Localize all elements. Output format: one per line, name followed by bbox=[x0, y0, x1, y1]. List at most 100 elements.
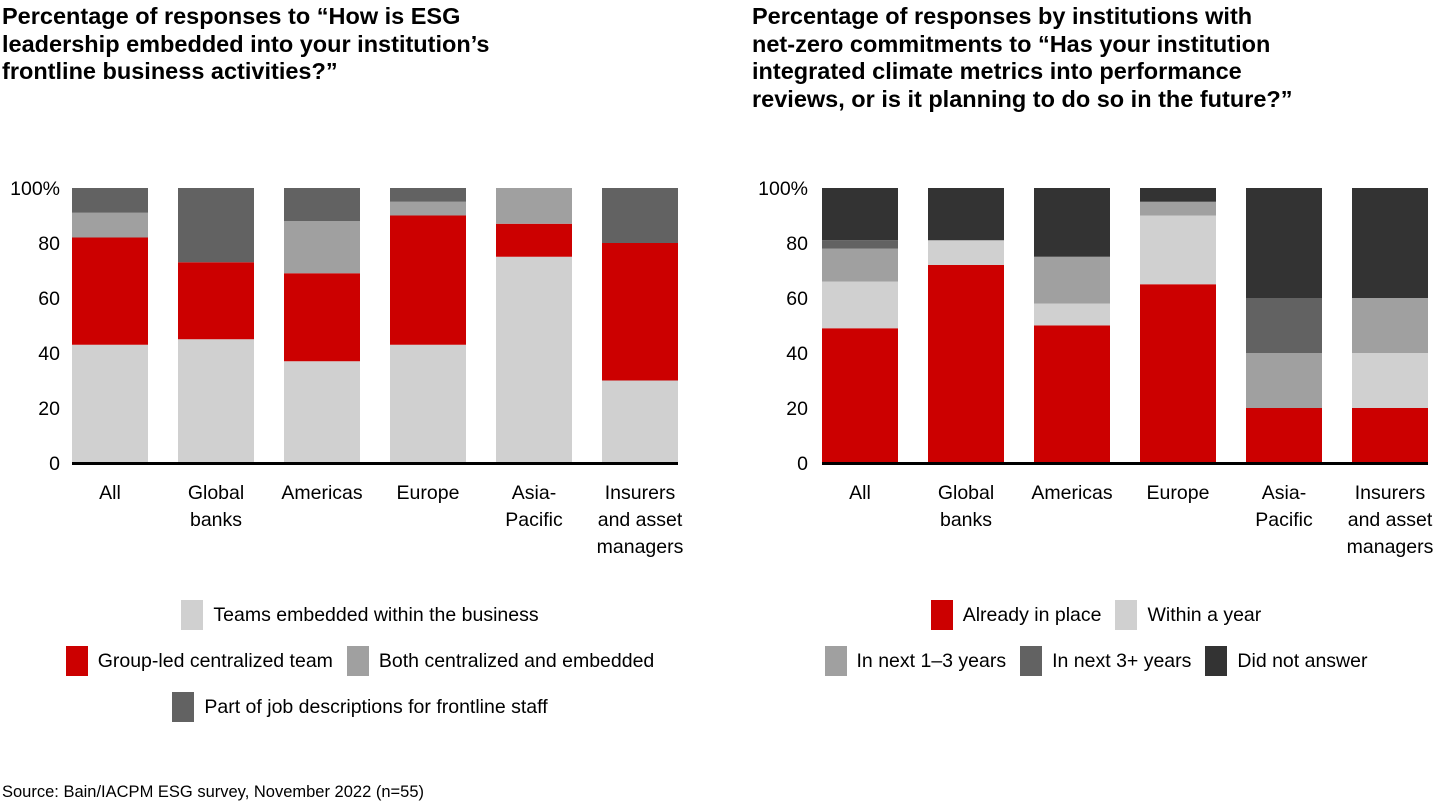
legend-label: Group-led centralized team bbox=[97, 649, 333, 672]
bar-segment-already-in-place bbox=[928, 265, 1004, 463]
legend-item: Did not answer bbox=[1205, 646, 1367, 676]
legend-swatch bbox=[1115, 600, 1138, 630]
bar-segment-in-next-1-3-years bbox=[1246, 353, 1322, 408]
bar-segment-teams-embedded-within-the-business bbox=[602, 380, 678, 463]
x-category-label: Americas bbox=[281, 482, 363, 504]
bar-segment-already-in-place bbox=[1352, 408, 1428, 463]
bar-segment-in-next-1-3-years bbox=[1140, 201, 1216, 216]
x-category-label: Insurers and asset managers bbox=[597, 482, 684, 558]
x-category-label: Europe bbox=[397, 482, 460, 504]
x-category-label-line: Pacific bbox=[505, 509, 563, 531]
legend-item: Already in place bbox=[930, 600, 1102, 630]
legend-row: Group-led centralized team Both centraliz… bbox=[65, 646, 669, 676]
y-tick-label: 40 bbox=[38, 343, 60, 365]
legend-swatch bbox=[65, 646, 88, 676]
x-category-label-line: and asset bbox=[598, 509, 683, 531]
bar-segment-within-a-year bbox=[1352, 353, 1428, 408]
bar-segment-teams-embedded-within-the-business bbox=[284, 361, 360, 463]
bar-segment-in-next-1-3-years bbox=[822, 248, 898, 282]
bar-segment-teams-embedded-within-the-business bbox=[178, 339, 254, 463]
legend-row: In next 1–3 years In next 3+ years Did not… bbox=[824, 646, 1382, 676]
legend-label: In next 1–3 years bbox=[856, 649, 1007, 672]
chart-1-title-line: frontline business activities?” bbox=[2, 58, 338, 84]
legend-row: Part of job descriptions for frontline s… bbox=[172, 692, 561, 722]
x-category-label-line: All bbox=[849, 482, 871, 504]
legend-swatch bbox=[346, 646, 369, 676]
y-tick-label: 40 bbox=[786, 343, 808, 365]
x-category-label-line: All bbox=[99, 482, 121, 504]
y-tick-label: 60 bbox=[786, 288, 808, 310]
chart-2-title-line: net-zero commitments to “Has your instit… bbox=[752, 30, 1271, 57]
chart-2-title: Percentage of responses by institutions … bbox=[752, 3, 1432, 113]
x-category-label: Europe bbox=[1147, 482, 1210, 504]
bar-segment-did-not-answer bbox=[822, 188, 898, 241]
bar-segment-already-in-place bbox=[1034, 325, 1110, 463]
legend-label: Both centralized and embedded bbox=[378, 649, 655, 672]
legend-swatch bbox=[930, 600, 953, 630]
bar-segment-already-in-place bbox=[1246, 408, 1322, 463]
x-category-label-line: Global bbox=[188, 482, 244, 504]
bar-segment-already-in-place bbox=[1140, 284, 1216, 463]
bar-segment-in-next-1-3-years bbox=[1352, 298, 1428, 353]
x-category-label: Americas bbox=[1031, 482, 1113, 504]
bar-segment-group-led-centralized-team bbox=[390, 215, 466, 345]
legend-swatch bbox=[824, 646, 847, 676]
x-category-label-line: Europe bbox=[1147, 482, 1210, 504]
x-category-label-line: Global bbox=[938, 482, 994, 504]
x-category-label-line: managers bbox=[597, 536, 684, 558]
x-category-label: Asia- Pacific bbox=[505, 482, 563, 531]
legend-label: Teams embedded within the business bbox=[213, 603, 539, 626]
bar-segment-part-of-job-descriptions-for-frontline-staff bbox=[72, 188, 148, 213]
chart-2-title-line: reviews, or is it planning to do so in t… bbox=[752, 85, 1293, 112]
x-category-label-line: Insurers bbox=[605, 482, 676, 504]
bar-segment-both-centralized-and-embedded bbox=[72, 212, 148, 238]
x-category-label-line: Americas bbox=[281, 482, 363, 504]
bar-segment-in-next-3-years bbox=[1246, 298, 1322, 353]
legend-label: Already in place bbox=[962, 603, 1102, 626]
bar-segment-within-a-year bbox=[1034, 303, 1110, 326]
bar-segment-part-of-job-descriptions-for-frontline-staff bbox=[390, 188, 466, 202]
legend-item: Both centralized and embedded bbox=[346, 646, 655, 676]
y-tick-label: 20 bbox=[38, 398, 60, 420]
bar-segment-part-of-job-descriptions-for-frontline-staff bbox=[284, 188, 360, 221]
bar-segment-did-not-answer bbox=[1140, 188, 1216, 202]
legend-swatch bbox=[1205, 646, 1228, 676]
legend-swatch bbox=[172, 692, 195, 722]
x-category-label-line: Asia- bbox=[512, 482, 556, 504]
bar-segment-within-a-year bbox=[822, 281, 898, 329]
bar-segment-within-a-year bbox=[1140, 215, 1216, 285]
legend-item: In next 1–3 years bbox=[824, 646, 1007, 676]
legend-label: Part of job descriptions for frontline s… bbox=[204, 695, 548, 718]
legend-item: Within a year bbox=[1115, 600, 1261, 630]
chart-2-title-line: integrated climate metrics into performa… bbox=[752, 58, 1242, 84]
legend-label: Within a year bbox=[1147, 603, 1262, 626]
x-category-label-line: managers bbox=[1347, 536, 1434, 558]
bar-segment-already-in-place bbox=[822, 328, 898, 463]
x-category-label: Global banks bbox=[938, 482, 994, 531]
y-tick-label: 0 bbox=[49, 453, 60, 475]
x-category-label-line: Asia- bbox=[1262, 482, 1306, 504]
x-category-label-line: Insurers bbox=[1355, 482, 1426, 504]
legend-item: In next 3+ years bbox=[1020, 646, 1191, 676]
bar-segment-part-of-job-descriptions-for-frontline-staff bbox=[178, 188, 254, 263]
legend-swatch bbox=[181, 600, 204, 630]
bar-segment-group-led-centralized-team bbox=[602, 243, 678, 381]
y-tick-label: 100% bbox=[758, 178, 808, 200]
bar-segment-did-not-answer bbox=[1246, 188, 1322, 298]
bar-segment-group-led-centralized-team bbox=[178, 262, 254, 340]
bar-segment-did-not-answer bbox=[1034, 188, 1110, 257]
legend-row: Teams embedded within the business bbox=[181, 600, 552, 630]
x-category-label-line: banks bbox=[190, 509, 242, 531]
x-category-label: Global banks bbox=[188, 482, 244, 531]
legend-item: Teams embedded within the business bbox=[181, 600, 539, 630]
x-category-label-line: Europe bbox=[397, 482, 460, 504]
bar-segment-did-not-answer bbox=[1352, 188, 1428, 298]
bar-segment-teams-embedded-within-the-business bbox=[496, 256, 572, 463]
bar-segment-in-next-1-3-years bbox=[1034, 256, 1110, 304]
bar-segment-did-not-answer bbox=[928, 188, 1004, 241]
legend-item: Part of job descriptions for frontline s… bbox=[172, 692, 548, 722]
x-category-label-line: Pacific bbox=[1255, 509, 1313, 531]
y-tick-label: 60 bbox=[38, 288, 60, 310]
x-category-label-line: banks bbox=[940, 509, 992, 531]
legend-row: Already in place Within a year bbox=[930, 600, 1276, 630]
